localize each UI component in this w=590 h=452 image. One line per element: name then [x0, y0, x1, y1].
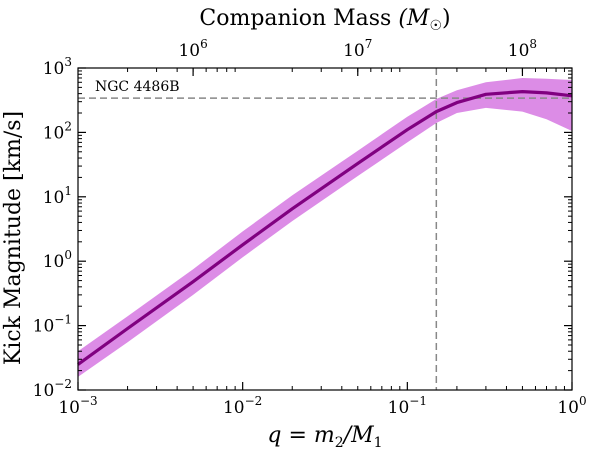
top-tick-label-exp: 8: [529, 37, 537, 51]
y-tick-label-exp: 1: [64, 184, 72, 198]
top-tick-label-exp: 7: [365, 37, 373, 51]
x-tick-label-base: 10: [388, 398, 410, 418]
y-tick-label: 103: [43, 55, 72, 79]
y-axis-title: Kick Magnitude [km/s]: [1, 111, 26, 365]
x-tick-label-base: 10: [58, 398, 80, 418]
y-tick-label-exp: −1: [54, 313, 72, 327]
x-tick-label-exp: −1: [409, 394, 427, 408]
x-tick-label: 10−3: [58, 394, 97, 418]
top-axis-title-close: ): [442, 6, 451, 31]
uncertainty-band: [78, 78, 572, 377]
top-tick-label: 106: [178, 37, 207, 61]
reference-label: NGC 4486B: [95, 79, 180, 95]
top-axis-title-unit: (M: [391, 6, 430, 31]
x-axis-title-sub2: 2: [335, 435, 344, 451]
y-tick-label-base: 10: [33, 381, 55, 401]
x-tick-label-exp: −3: [80, 394, 98, 408]
y-tick-label-exp: 0: [64, 248, 72, 262]
x-axis-title: q = m2/M1: [267, 423, 382, 451]
x-tick-label-exp: 0: [579, 394, 587, 408]
x-tick-label: 10−1: [388, 394, 427, 418]
x-tick-label-exp: −2: [245, 394, 263, 408]
y-tick-label-base: 10: [43, 188, 65, 208]
y-tick-label-base: 10: [43, 123, 65, 143]
y-tick-label: 102: [43, 119, 72, 143]
series-layer: [77, 89, 573, 366]
x-axis-title-sub1: 1: [374, 435, 383, 451]
top-axis-title: Companion Mass (M☉): [199, 6, 450, 34]
y-tick-label-exp: 2: [64, 119, 72, 133]
plot-frame: [77, 67, 573, 391]
x-axis-title-slash: /M: [342, 423, 374, 448]
top-axis-title-text: Companion Mass: [199, 6, 391, 31]
y-tick-label-base: 10: [43, 252, 65, 272]
top-tick-label-base: 10: [178, 41, 200, 61]
top-tick-label: 108: [508, 37, 537, 61]
top-axis-title-subscript: ☉: [429, 18, 442, 34]
top-tick-label-base: 10: [508, 41, 530, 61]
y-tick-label-exp: −2: [54, 377, 72, 391]
top-tick-label: 107: [343, 37, 372, 61]
kick-line: [77, 89, 573, 366]
reference-layer: NGC 4486B: [78, 68, 572, 390]
band-layer: [78, 78, 572, 377]
x-tick-label: 100: [557, 394, 586, 418]
y-tick-label-base: 10: [33, 317, 55, 337]
y-tick-label-base: 10: [43, 59, 65, 79]
y-tick-label: 10−1: [33, 313, 72, 337]
top-tick-label-base: 10: [343, 41, 365, 61]
label-layer: Companion Mass (M☉) q = m2/M1 Kick Magni…: [1, 6, 451, 451]
x-tick-label-base: 10: [557, 398, 579, 418]
x-tick-label-base: 10: [223, 398, 245, 418]
y-tick-label-exp: 3: [64, 55, 72, 69]
x-tick-label: 10−2: [223, 394, 262, 418]
y-tick-label: 10−2: [33, 377, 72, 401]
top-tick-label-exp: 6: [200, 37, 208, 51]
x-axis-title-q: q = m: [267, 423, 334, 448]
y-tick-label: 101: [43, 184, 72, 208]
y-tick-label: 100: [43, 248, 72, 272]
